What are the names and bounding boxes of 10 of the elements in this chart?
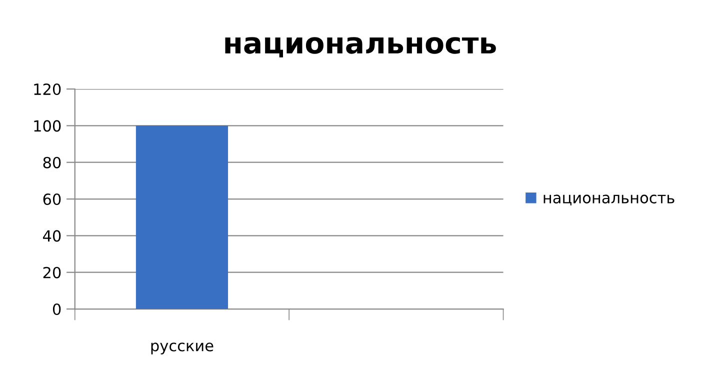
y-tick-label: 120 xyxy=(34,83,61,96)
y-tick-label: 60 xyxy=(43,193,61,206)
legend-label: национальность xyxy=(544,194,674,206)
y-tick-label: 20 xyxy=(43,266,61,278)
y-tick-label: 100 xyxy=(34,120,61,132)
y-tick-label: 40 xyxy=(42,230,61,242)
x-tick-label: русские xyxy=(151,342,214,354)
y-tick-label: 0 xyxy=(52,303,61,316)
chart-title: национальность xyxy=(225,37,496,58)
y-tick-label: 80 xyxy=(43,156,61,168)
